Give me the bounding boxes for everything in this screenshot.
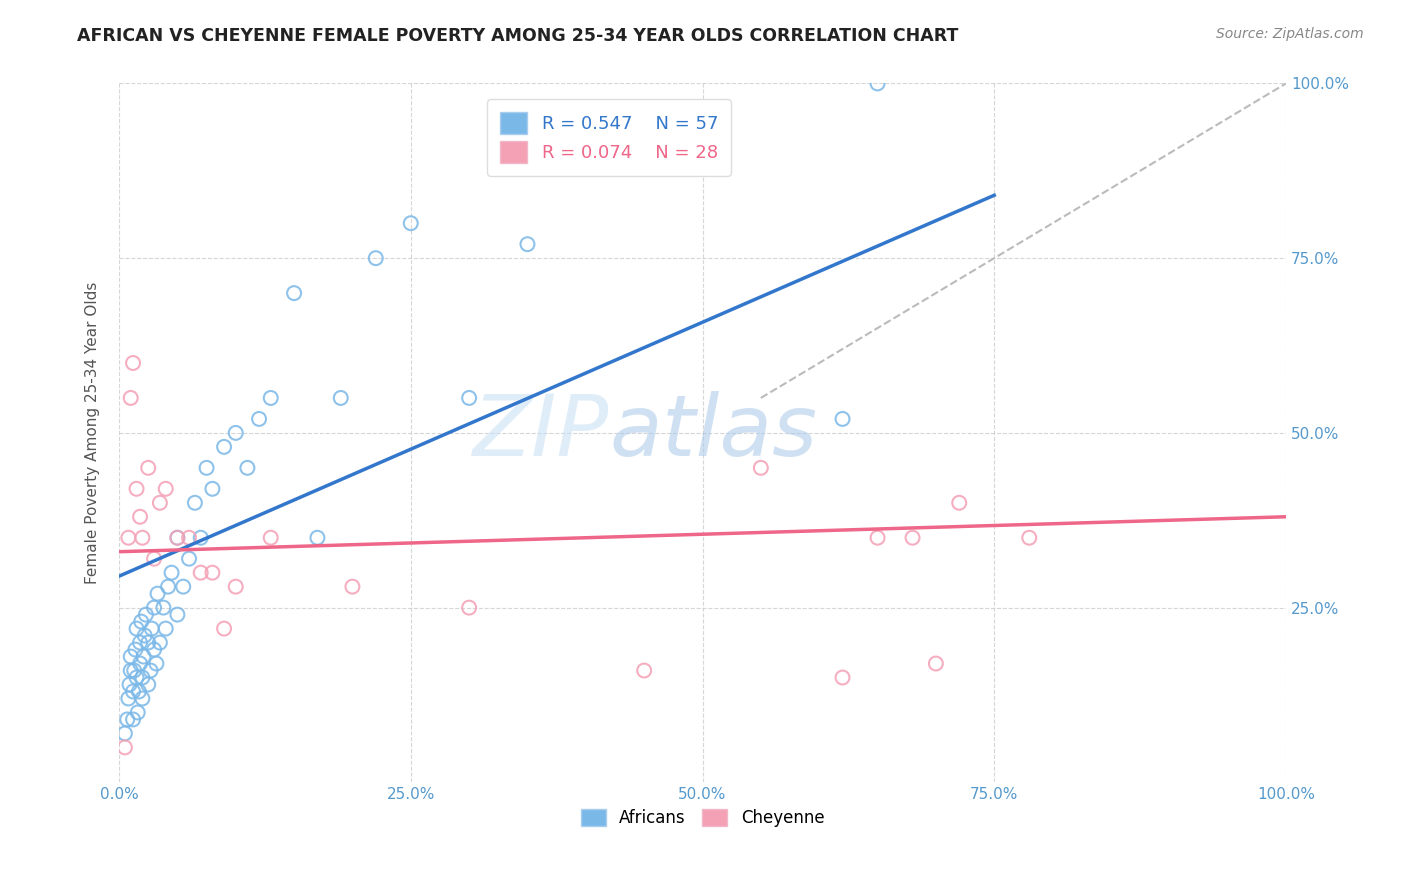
Point xyxy=(125,671,148,685)
Point xyxy=(166,607,188,622)
Point xyxy=(247,412,270,426)
Point xyxy=(118,677,141,691)
Point xyxy=(329,391,352,405)
Point xyxy=(136,635,159,649)
Point xyxy=(149,496,172,510)
Point xyxy=(136,460,159,475)
Point xyxy=(134,629,156,643)
Point xyxy=(236,460,259,475)
Point xyxy=(141,622,163,636)
Point xyxy=(831,412,853,426)
Point xyxy=(131,691,153,706)
Point xyxy=(145,657,167,671)
Point xyxy=(260,391,283,405)
Point xyxy=(831,671,853,685)
Point xyxy=(201,566,224,580)
Point xyxy=(749,460,772,475)
Point xyxy=(146,587,169,601)
Point xyxy=(135,607,157,622)
Point xyxy=(190,531,212,545)
Point xyxy=(114,740,136,755)
Point xyxy=(117,691,139,706)
Point xyxy=(120,664,142,678)
Point xyxy=(364,251,387,265)
Point xyxy=(260,531,283,545)
Point xyxy=(115,713,138,727)
Point xyxy=(129,635,152,649)
Point xyxy=(307,531,329,545)
Point xyxy=(128,684,150,698)
Point xyxy=(190,566,212,580)
Point xyxy=(177,551,200,566)
Point xyxy=(866,531,889,545)
Point xyxy=(866,77,889,91)
Point xyxy=(166,531,188,545)
Point xyxy=(195,460,218,475)
Point xyxy=(143,642,166,657)
Point xyxy=(212,622,235,636)
Point xyxy=(125,622,148,636)
Point xyxy=(139,664,162,678)
Point xyxy=(114,726,136,740)
Point xyxy=(155,622,177,636)
Point xyxy=(157,580,180,594)
Point xyxy=(131,671,153,685)
Point xyxy=(122,356,145,370)
Point xyxy=(122,713,145,727)
Point xyxy=(633,664,655,678)
Point xyxy=(948,496,970,510)
Point xyxy=(155,482,177,496)
Text: Source: ZipAtlas.com: Source: ZipAtlas.com xyxy=(1216,27,1364,41)
Point xyxy=(160,566,183,580)
Legend: Africans, Cheyenne: Africans, Cheyenne xyxy=(574,802,831,833)
Point xyxy=(152,600,174,615)
Point xyxy=(122,684,145,698)
Point xyxy=(399,216,422,230)
Point xyxy=(166,531,188,545)
Point xyxy=(516,237,538,252)
Point xyxy=(124,642,146,657)
Text: atlas: atlas xyxy=(609,392,817,475)
Point xyxy=(125,482,148,496)
Point xyxy=(458,391,481,405)
Point xyxy=(131,531,153,545)
Point xyxy=(127,706,149,720)
Point xyxy=(172,580,194,594)
Point xyxy=(122,664,145,678)
Point xyxy=(177,531,200,545)
Point xyxy=(132,649,155,664)
Point xyxy=(129,657,152,671)
Point xyxy=(120,391,142,405)
Point xyxy=(120,649,142,664)
Point xyxy=(225,580,247,594)
Point xyxy=(212,440,235,454)
Point xyxy=(143,551,166,566)
Point xyxy=(117,531,139,545)
Point xyxy=(925,657,948,671)
Y-axis label: Female Poverty Among 25-34 Year Olds: Female Poverty Among 25-34 Year Olds xyxy=(86,282,100,584)
Point xyxy=(201,482,224,496)
Point xyxy=(143,600,166,615)
Point xyxy=(901,531,924,545)
Point xyxy=(149,635,172,649)
Point xyxy=(136,677,159,691)
Point xyxy=(1018,531,1040,545)
Point xyxy=(225,425,247,440)
Point xyxy=(129,509,152,524)
Point xyxy=(184,496,207,510)
Text: ZIP: ZIP xyxy=(472,392,609,475)
Point xyxy=(342,580,364,594)
Text: AFRICAN VS CHEYENNE FEMALE POVERTY AMONG 25-34 YEAR OLDS CORRELATION CHART: AFRICAN VS CHEYENNE FEMALE POVERTY AMONG… xyxy=(77,27,959,45)
Point xyxy=(129,615,152,629)
Point xyxy=(458,600,481,615)
Point xyxy=(283,286,305,301)
